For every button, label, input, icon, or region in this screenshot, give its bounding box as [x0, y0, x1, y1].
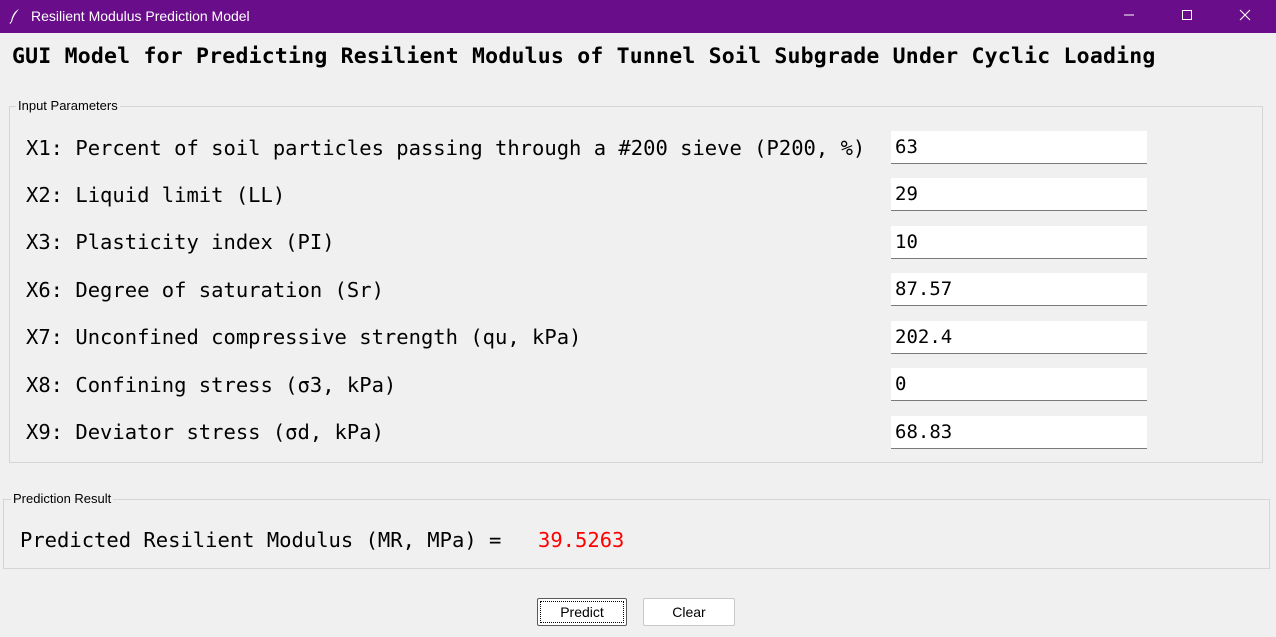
param-input-x7[interactable] [891, 321, 1147, 354]
title-bar[interactable]: Resilient Modulus Prediction Model [0, 0, 1276, 33]
param-label-x6: X6: Degree of saturation (Sr) [26, 278, 384, 302]
close-button[interactable] [1216, 0, 1274, 33]
prediction-result-group [3, 499, 1270, 569]
window-title: Resilient Modulus Prediction Model [31, 8, 250, 24]
predicted-modulus-label: Predicted Resilient Modulus (MR, MPa) = [20, 528, 502, 552]
param-input-x9[interactable] [891, 416, 1147, 449]
clear-button[interactable]: Clear [643, 598, 735, 626]
param-input-x1[interactable] [891, 131, 1147, 164]
param-input-x3[interactable] [891, 226, 1147, 259]
param-input-x8[interactable] [891, 368, 1147, 401]
input-parameters-group [9, 106, 1263, 463]
param-input-x6[interactable] [891, 273, 1147, 306]
input-parameters-legend: Input Parameters [16, 98, 120, 113]
param-label-x2: X2: Liquid limit (LL) [26, 183, 286, 207]
param-label-x8: X8: Confining stress (σ3, kPa) [26, 373, 397, 397]
prediction-result-legend: Prediction Result [11, 491, 114, 506]
maximize-icon [1181, 8, 1193, 26]
focus-ring [540, 601, 624, 623]
minimize-button[interactable] [1100, 0, 1158, 33]
param-label-x9: X9: Deviator stress (σd, kPa) [26, 420, 384, 444]
close-icon [1239, 8, 1251, 26]
feather-icon [9, 8, 21, 24]
param-label-x3: X3: Plasticity index (PI) [26, 230, 335, 254]
maximize-button[interactable] [1158, 0, 1216, 33]
param-label-x7: X7: Unconfined compressive strength (qu,… [26, 325, 582, 349]
predicted-modulus-value: 39.5263 [538, 528, 625, 552]
param-input-x2[interactable] [891, 178, 1147, 211]
predict-button-label: Predict [560, 604, 604, 620]
param-label-x1: X1: Percent of soil particles passing th… [26, 136, 866, 160]
clear-button-label: Clear [672, 604, 706, 620]
predict-button[interactable]: Predict [537, 598, 627, 626]
minimize-icon [1123, 8, 1135, 26]
page-title: GUI Model for Predicting Resilient Modul… [12, 44, 1156, 69]
